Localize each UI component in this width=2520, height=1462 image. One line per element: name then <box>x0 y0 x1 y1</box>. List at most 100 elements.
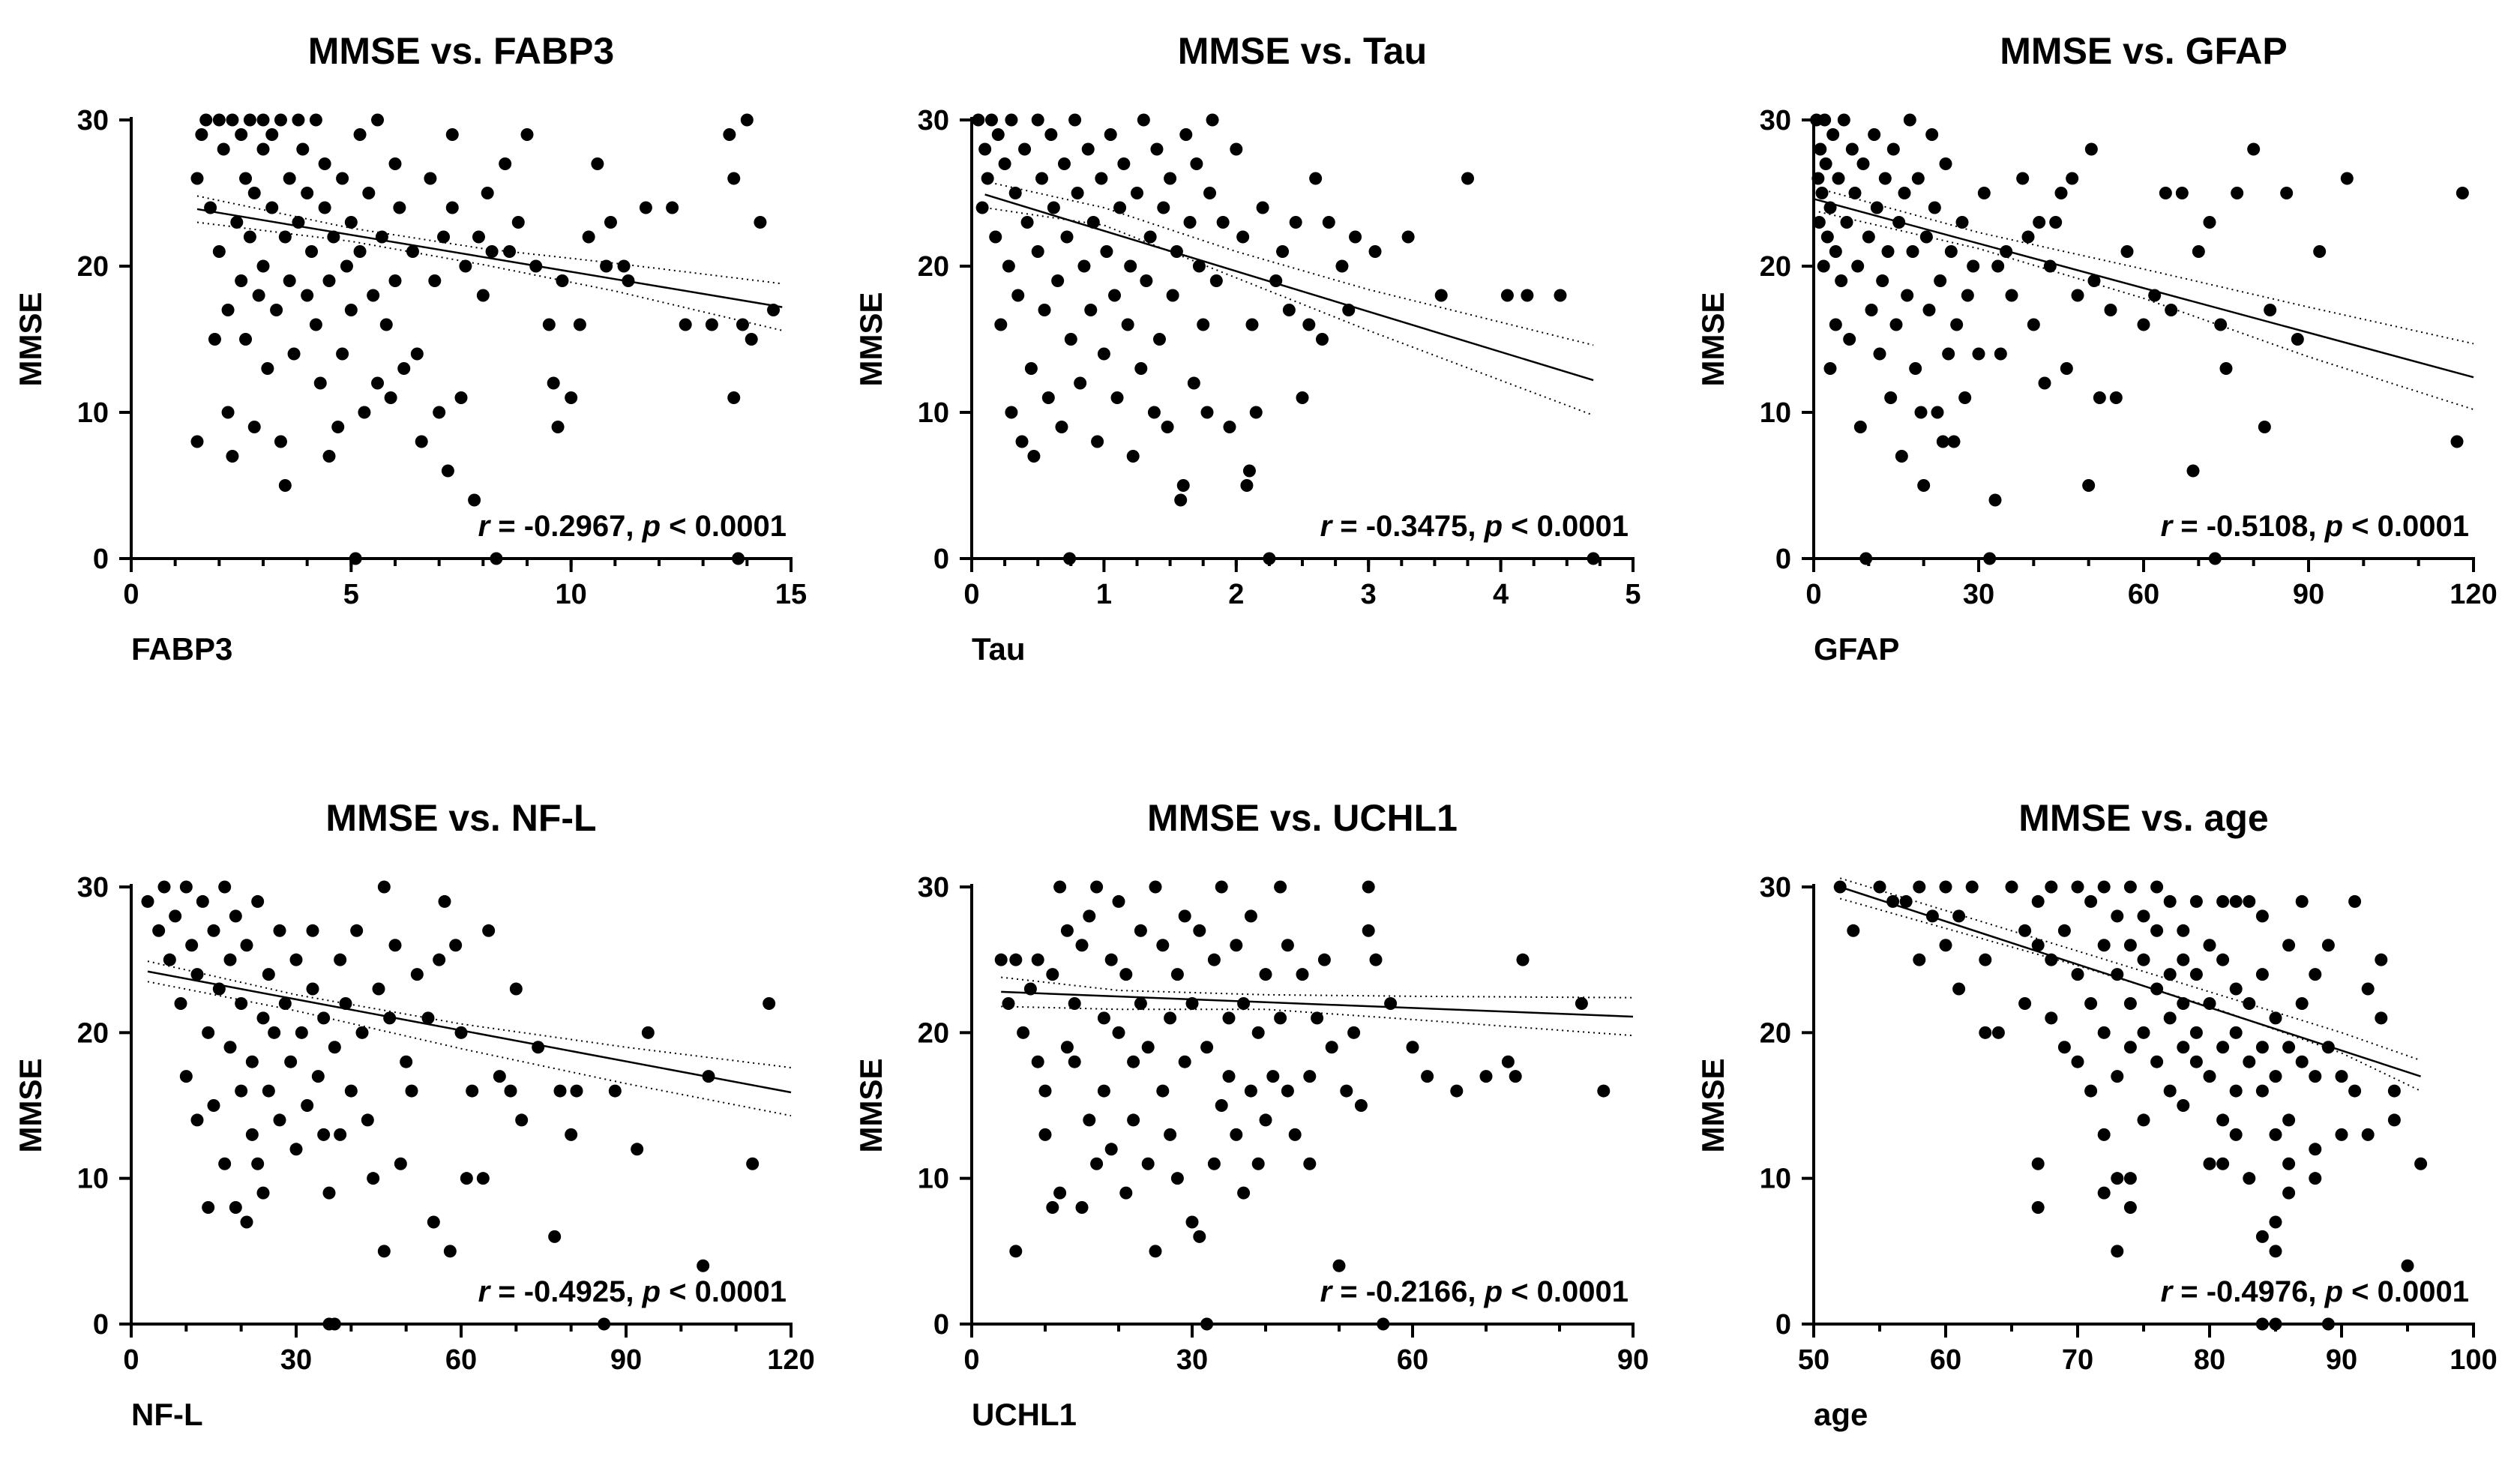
data-point <box>1835 274 1848 287</box>
r-value: = -0.2166, <box>1332 1275 1484 1308</box>
data-point <box>2137 909 2150 923</box>
data-point <box>2189 1026 2203 1039</box>
panel-fabp3: MMSE vs. FABP3 0 10 20 30 0 5 10 15 FABP3 MMSE r = … <box>13 30 807 667</box>
data-point <box>424 172 437 185</box>
data-point <box>2340 172 2354 185</box>
data-point <box>482 924 496 937</box>
data-point <box>2309 968 2322 981</box>
panel-gfap: MMSE vs. GFAP 0 10 20 30 0 30 60 90 120 GFAP MMSE r … <box>1695 30 2498 667</box>
data-point <box>1104 953 1118 966</box>
data-point <box>2054 187 2068 199</box>
data-point <box>1192 259 1206 273</box>
data-point <box>2313 245 2327 258</box>
data-point <box>278 479 292 492</box>
data-point <box>1100 245 1113 258</box>
data-point <box>223 1041 237 1054</box>
data-point <box>339 996 352 1010</box>
y-tick-label: 10 <box>77 397 109 429</box>
data-point <box>2137 318 2150 331</box>
data-point <box>1137 113 1150 127</box>
data-point <box>1315 333 1329 346</box>
data-point <box>1038 304 1051 316</box>
data-point <box>1104 128 1117 141</box>
data-point <box>2018 924 2032 937</box>
data-point <box>1149 880 1162 894</box>
data-point <box>1161 421 1174 433</box>
data-point <box>1064 333 1077 346</box>
data-point <box>262 968 275 981</box>
data-point <box>344 304 358 316</box>
data-point <box>598 1317 611 1331</box>
data-point <box>262 1084 275 1098</box>
data-point <box>306 924 319 937</box>
data-point <box>705 318 718 331</box>
data-point <box>1501 1055 1515 1068</box>
data-point <box>2229 1084 2243 1098</box>
y-tick-label: 10 <box>77 1164 109 1195</box>
data-point <box>301 289 314 302</box>
data-point <box>1207 953 1221 966</box>
data-point <box>2229 982 2243 996</box>
data-point <box>2150 924 2164 937</box>
data-point <box>1063 552 1077 565</box>
data-point <box>2216 894 2230 908</box>
data-point <box>2335 1070 2348 1083</box>
x-axis-label: GFAP <box>1814 631 1899 667</box>
data-point <box>274 113 287 127</box>
data-point <box>2111 1070 2124 1083</box>
data-point <box>2375 1011 2388 1025</box>
data-point <box>377 880 391 894</box>
data-point <box>2163 968 2177 981</box>
data-point <box>1060 230 1074 244</box>
data-point <box>1127 1055 1140 1068</box>
data-point <box>195 128 208 141</box>
data-point <box>1876 274 1889 287</box>
data-point <box>1434 289 1448 302</box>
data-point <box>503 245 517 258</box>
y-axis-label: MMSE <box>853 292 888 387</box>
y-tick-label: 20 <box>918 251 949 283</box>
data-point <box>2414 1157 2428 1170</box>
y-tick-label: 30 <box>1760 872 1791 903</box>
data-point <box>485 245 499 258</box>
data-point <box>1095 172 1108 185</box>
data-point <box>433 953 446 966</box>
data-point <box>212 113 226 127</box>
data-point <box>328 1041 341 1054</box>
data-point <box>196 894 209 908</box>
data-point <box>292 113 305 127</box>
data-point <box>499 157 512 170</box>
data-point <box>1086 216 1100 229</box>
data-point <box>2123 1201 2137 1215</box>
data-point <box>1193 1230 1206 1243</box>
data-point <box>2163 1084 2177 1098</box>
data-point <box>1817 259 1830 273</box>
data-point <box>1242 464 1256 478</box>
data-point <box>2071 1055 2084 1068</box>
data-point <box>1931 406 1944 419</box>
data-point <box>190 1113 204 1127</box>
data-point <box>309 318 322 331</box>
data-point <box>406 245 419 258</box>
data-point <box>2295 996 2309 1010</box>
data-point <box>1886 142 1900 156</box>
y-tick-label: 0 <box>93 1309 109 1341</box>
data-point <box>2123 939 2137 952</box>
ci-upper-line <box>1001 976 1634 999</box>
data-point <box>1108 289 1122 302</box>
p-value: < 0.0001 <box>1503 1275 1629 1308</box>
data-point <box>2282 1157 2296 1170</box>
data-point <box>394 1157 407 1170</box>
data-point <box>511 216 525 229</box>
data-point <box>152 924 166 937</box>
data-point <box>1972 347 1985 361</box>
data-point <box>278 230 292 244</box>
r-symbol: r <box>478 1275 492 1308</box>
data-point <box>2163 1011 2177 1025</box>
data-point <box>641 1026 655 1039</box>
data-point <box>2203 1157 2216 1170</box>
data-point <box>336 172 349 185</box>
data-point <box>377 1245 391 1258</box>
r-symbol: r <box>1320 510 1334 543</box>
data-point <box>190 968 204 981</box>
